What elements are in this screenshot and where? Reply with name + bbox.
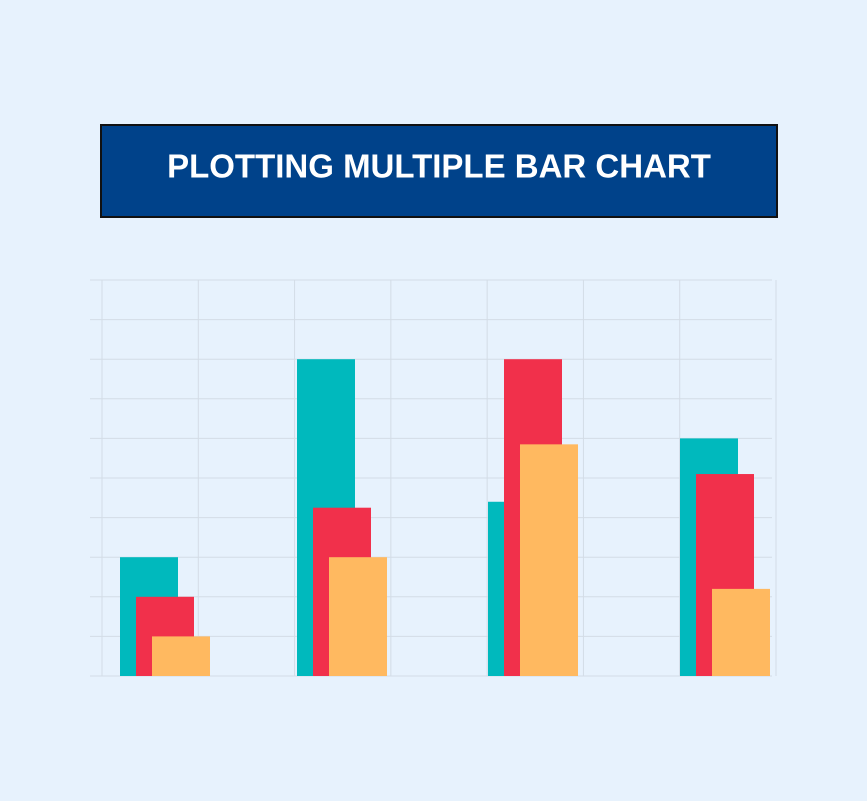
bar: [329, 557, 387, 676]
bar: [152, 636, 210, 676]
bar: [520, 444, 578, 676]
bar: [712, 588, 770, 676]
title-box: [100, 124, 778, 218]
chart-title: PLOTTING MULTIPLE BAR CHART: [167, 148, 711, 185]
